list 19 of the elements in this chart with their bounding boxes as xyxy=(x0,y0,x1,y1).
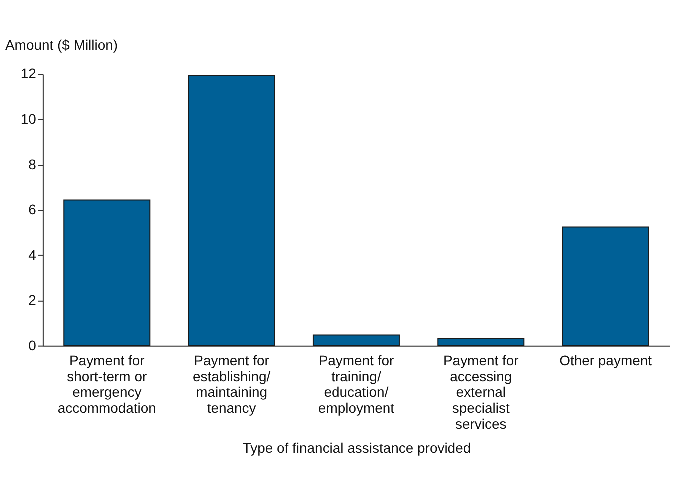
y-tick-label: 6 xyxy=(28,202,37,218)
y-tick-label: 8 xyxy=(28,156,37,172)
y-tick-label: 12 xyxy=(20,66,37,82)
bar xyxy=(438,338,525,346)
y-axis-title: Amount ($ Million) xyxy=(5,36,118,53)
x-tick-label: Payment for establishing/ maintaining tenancy xyxy=(192,352,271,416)
bar xyxy=(64,200,151,346)
y-tick-label: 0 xyxy=(28,337,37,354)
bar xyxy=(312,334,400,346)
y-tick-label: 10 xyxy=(20,110,37,127)
x-tick-label: Payment for short-term or emergency accommodation xyxy=(58,352,156,416)
x-axis-title: Type of financial assistance provided xyxy=(242,440,472,456)
y-tick-label: 2 xyxy=(28,292,37,308)
x-tick-label: Payment for accessing external specialist services xyxy=(443,352,520,432)
x-tick-label: Other payment xyxy=(560,352,652,368)
x-tick-label: Payment for training/ education/ employment xyxy=(318,352,395,416)
y-tick-label: 4 xyxy=(28,246,37,263)
bar xyxy=(562,226,650,346)
bar xyxy=(188,76,276,346)
